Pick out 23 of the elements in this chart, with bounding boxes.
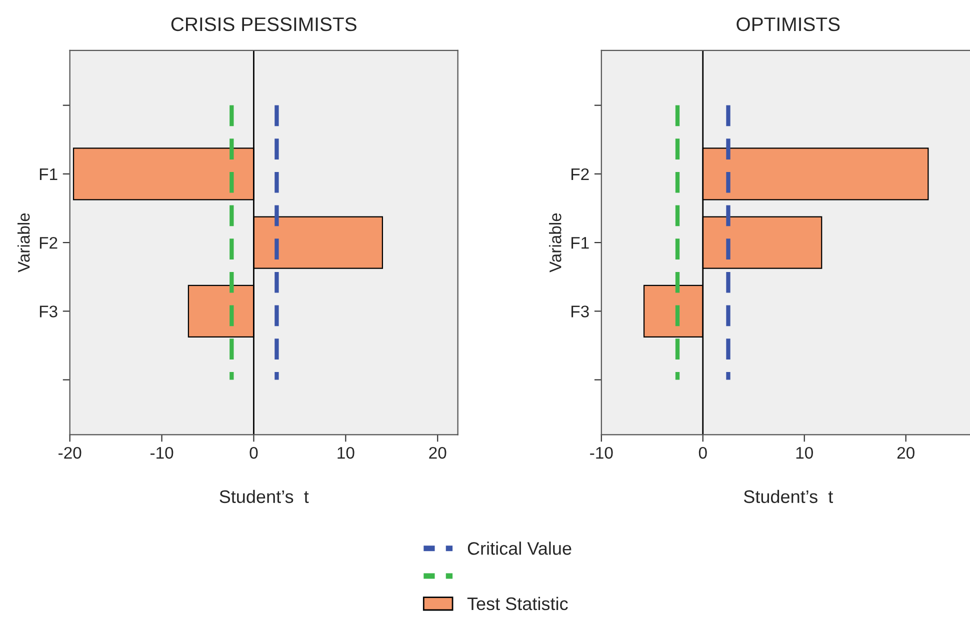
x-tick-label: 10: [338, 446, 354, 459]
y-tick-label: F2: [572, 168, 589, 180]
x-tick-label: -20: [58, 446, 82, 459]
x-tick-label: 10: [796, 446, 813, 459]
legend-label: Test Statistic: [467, 596, 568, 610]
x-tick-label: 0: [698, 446, 707, 459]
x-tick-label: 0: [250, 446, 258, 459]
y-tick-label: F2: [40, 236, 58, 249]
legend-label: Critical Value: [468, 542, 572, 555]
x-axis-title: Student’s t: [744, 490, 833, 504]
x-axis-title: Student’s t: [220, 490, 309, 504]
y-tick-label: F3: [572, 306, 589, 318]
y-tick-label: F1: [572, 237, 589, 249]
y-tick-label: F3: [40, 306, 58, 318]
y-axis-title: Variable: [17, 213, 30, 272]
chart-title: CRISIS PESSIMISTS: [171, 17, 356, 32]
x-tick-label: -10: [590, 446, 613, 459]
x-tick-label: 20: [897, 446, 914, 459]
x-tick-label: 20: [429, 446, 446, 459]
chart-title: OPTIMISTS: [736, 17, 840, 32]
y-tick-label: F1: [40, 168, 58, 180]
y-axis-title: Variable: [549, 213, 562, 272]
x-tick-label: -10: [150, 446, 174, 459]
